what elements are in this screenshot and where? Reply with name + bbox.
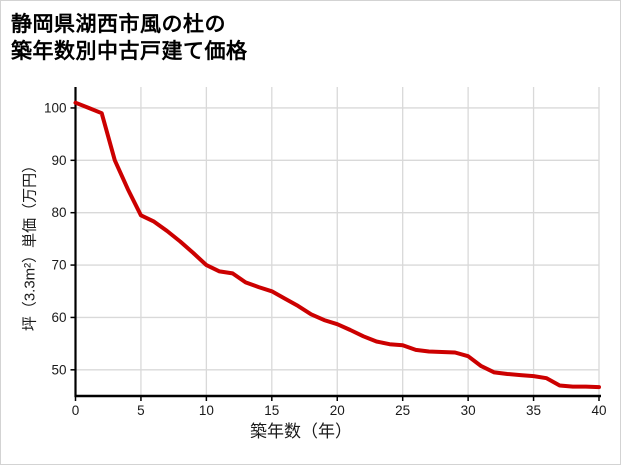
x-tick-label: 30 — [461, 403, 476, 418]
x-tick-label: 5 — [137, 403, 145, 418]
x-axis-label: 築年数（年） — [250, 422, 352, 441]
y-tick-label: 100 — [44, 100, 67, 115]
x-tick-label: 25 — [395, 403, 410, 418]
x-tick-label: 35 — [526, 403, 541, 418]
y-tick-label: 90 — [51, 153, 66, 168]
x-tick-label: 40 — [591, 403, 606, 418]
chart-title-line1: 静岡県湖西市風の杜の — [11, 13, 226, 36]
y-axis-label: 坪（3.3m²）単価（万円） — [21, 157, 39, 332]
x-tick-label: 15 — [264, 403, 279, 418]
x-tick-label: 10 — [199, 403, 214, 418]
price-line — [73, 100, 601, 390]
x-tick-label: 20 — [330, 403, 345, 418]
chart-title-line2: 築年数別中古戸建て価格 — [11, 40, 248, 63]
y-tick-label: 80 — [51, 205, 66, 220]
x-tick-label: 0 — [72, 403, 80, 418]
chart-title: 静岡県湖西市風の杜の 築年数別中古戸建て価格 — [11, 11, 248, 65]
y-tick-label: 50 — [51, 362, 66, 377]
y-tick-label: 60 — [51, 310, 66, 325]
y-tick-label: 70 — [51, 258, 66, 273]
